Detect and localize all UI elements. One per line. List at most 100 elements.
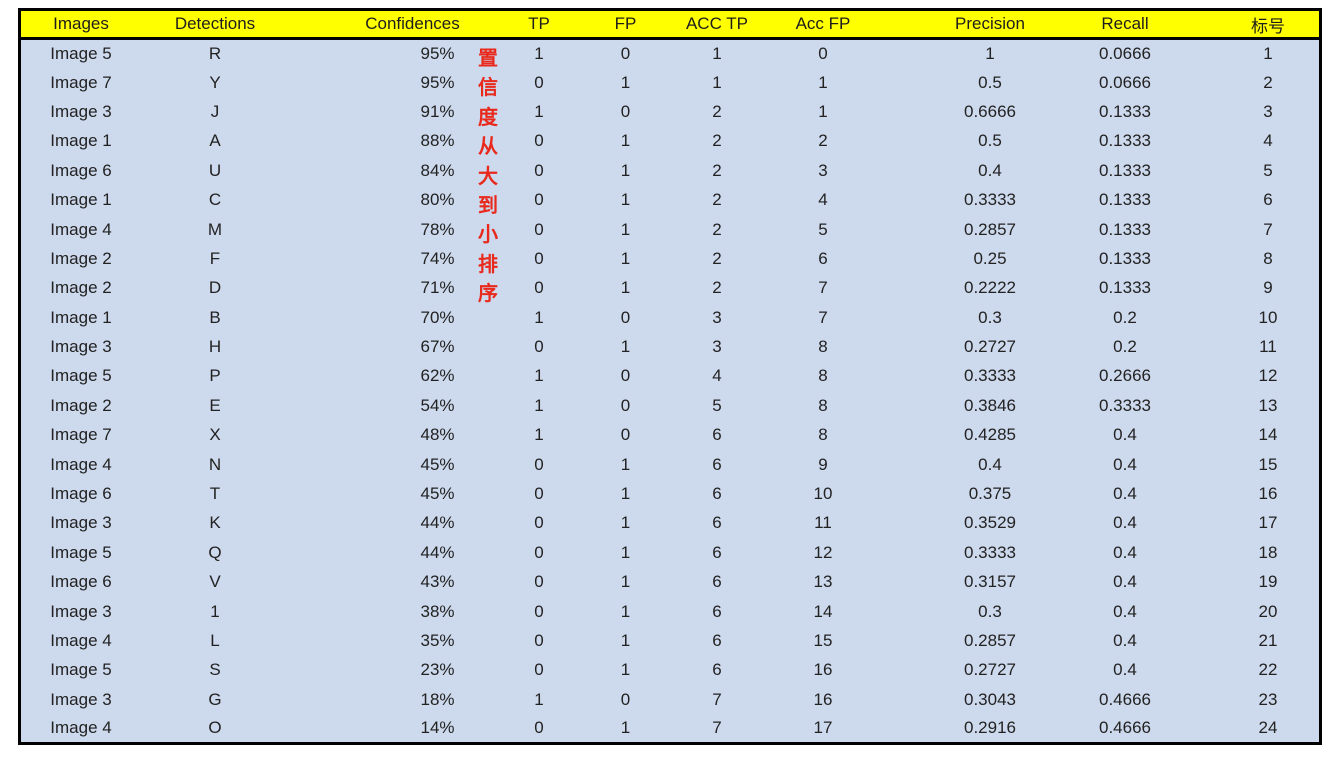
cell-image: Image 3 [19,508,141,539]
cell-index: 21 [1217,626,1321,656]
cell-index: 3 [1217,97,1321,127]
column-header-fp: FP [584,9,667,40]
cell-confidence: 14% [289,714,494,744]
cell-acc_tp: 2 [667,214,767,245]
cell-confidence: 88% [289,126,494,157]
table-row: Image 5 P 62% 1 0 4 8 0.3333 0.2666 12 [19,361,1321,392]
cell-detection: N [141,449,289,480]
cell-image: Image 3 [19,685,141,715]
table-row: Image 2 E 54% 1 0 5 8 0.3846 0.3333 13 [19,391,1321,421]
table-row: Image 1 A 88% 0 1 2 2 0.5 0.1333 4 [19,126,1321,157]
cell-acc_tp: 2 [667,126,767,157]
cell-tp: 1 [494,97,584,127]
cell-image: Image 3 [19,596,141,627]
cell-precision: 0.3043 [905,685,1057,715]
table-row: Image 3 H 67% 0 1 3 8 0.2727 0.2 11 [19,332,1321,362]
cell-precision: 0.6666 [905,97,1057,127]
cell-confidence: 48% [289,420,494,450]
cell-precision: 0.3333 [905,361,1057,392]
cell-image: Image 4 [19,214,141,245]
cell-acc_tp: 3 [667,303,767,333]
cell-recall: 0.4 [1057,508,1217,539]
cell-index: 12 [1217,361,1321,392]
cell-acc_tp: 7 [667,685,767,715]
cell-confidence: 44% [289,538,494,568]
cell-acc_fp: 10 [767,479,905,509]
cell-index: 6 [1217,185,1321,215]
cell-acc_tp: 1 [667,38,767,68]
cell-confidence: 84% [289,156,494,186]
cell-precision: 0.25 [905,244,1057,274]
cell-acc_tp: 1 [667,67,767,98]
cell-tp: 1 [494,361,584,392]
table-row: Image 1 B 70% 1 0 3 7 0.3 0.2 10 [19,303,1321,333]
cell-acc_fp: 1 [767,97,905,127]
table-row: Image 4 M 78% 0 1 2 5 0.2857 0.1333 7 [19,214,1321,245]
cell-detection: F [141,244,289,274]
cell-tp: 0 [494,185,584,215]
cell-tp: 0 [494,626,584,656]
cell-fp: 0 [584,685,667,715]
cell-precision: 0.2857 [905,626,1057,656]
cell-index: 13 [1217,391,1321,421]
cell-index: 23 [1217,685,1321,715]
cell-recall: 0.4 [1057,420,1217,450]
cell-detection: V [141,567,289,597]
cell-acc_fp: 16 [767,655,905,686]
cell-image: Image 6 [19,156,141,186]
cell-image: Image 6 [19,479,141,509]
cell-acc_fp: 8 [767,420,905,450]
column-header-acc_tp: ACC TP [667,9,767,40]
cell-detection: O [141,714,289,744]
cell-tp: 1 [494,303,584,333]
cell-confidence: 67% [289,332,494,362]
cell-detection: R [141,38,289,68]
cell-image: Image 3 [19,97,141,127]
cell-tp: 0 [494,655,584,686]
cell-recall: 0.4 [1057,479,1217,509]
cell-recall: 0.2 [1057,332,1217,362]
cell-image: Image 5 [19,361,141,392]
column-header-recall: Recall [1057,9,1217,40]
table-row: Image 5 R 95% 1 0 1 0 1 0.0666 1 [19,38,1321,68]
cell-detection: G [141,685,289,715]
cell-image: Image 5 [19,38,141,68]
cell-recall: 0.3333 [1057,391,1217,421]
cell-acc_tp: 2 [667,273,767,304]
cell-detection: A [141,126,289,157]
cell-fp: 1 [584,273,667,304]
cell-detection: H [141,332,289,362]
cell-index: 16 [1217,479,1321,509]
cell-acc_fp: 14 [767,596,905,627]
cell-acc_tp: 4 [667,361,767,392]
cell-tp: 1 [494,420,584,450]
cell-index: 1 [1217,38,1321,68]
cell-detection: M [141,214,289,245]
cell-fp: 1 [584,626,667,656]
cell-image: Image 4 [19,626,141,656]
cell-image: Image 5 [19,538,141,568]
cell-index: 4 [1217,126,1321,157]
cell-acc_tp: 3 [667,332,767,362]
cell-confidence: 95% [289,67,494,98]
cell-tp: 0 [494,273,584,304]
cell-index: 2 [1217,67,1321,98]
cell-tp: 0 [494,244,584,274]
cell-tp: 0 [494,567,584,597]
cell-fp: 1 [584,714,667,744]
cell-fp: 1 [584,332,667,362]
cell-acc_fp: 6 [767,244,905,274]
cell-precision: 0.4 [905,449,1057,480]
cell-detection: U [141,156,289,186]
cell-confidence: 95% [289,38,494,68]
cell-image: Image 3 [19,332,141,362]
table-row: Image 1 C 80% 0 1 2 4 0.3333 0.1333 6 [19,185,1321,215]
column-header-precision: Precision [905,9,1057,40]
table-row: Image 3 G 18% 1 0 7 16 0.3043 0.4666 23 [19,685,1321,715]
cell-acc_tp: 6 [667,538,767,568]
cell-precision: 0.3846 [905,391,1057,421]
cell-precision: 0.3333 [905,538,1057,568]
cell-image: Image 5 [19,655,141,686]
table-row: Image 3 K 44% 0 1 6 11 0.3529 0.4 17 [19,508,1321,539]
cell-fp: 1 [584,214,667,245]
